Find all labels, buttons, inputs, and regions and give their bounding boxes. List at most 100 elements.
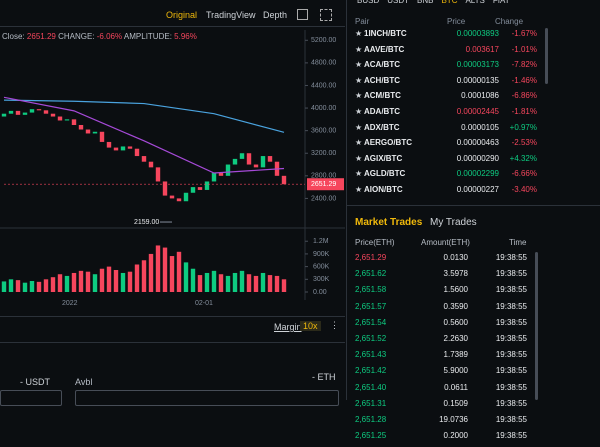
trade-amount: 5.9000 [443,366,468,376]
trade-time: 19:38:55 [495,285,527,295]
candle [43,110,49,114]
margin-label[interactable]: Margin [274,322,302,332]
pair-row[interactable]: ★ ACA/BTC 0.00003173 -7.82% [352,60,547,76]
pair-name: ACH/BTC [364,75,400,85]
header-time: Time [509,238,527,247]
pair-row[interactable]: ★ AAVE/BTC 0.003617 -1.01% [352,45,547,61]
moving-average [3,99,285,133]
volume-bar [64,275,70,292]
candle [197,187,203,190]
candle [190,187,196,193]
divider [0,342,345,343]
trade-time: 19:38:55 [495,301,527,311]
market-tab[interactable]: BTC [441,0,458,5]
price-input[interactable] [75,390,339,406]
pair-change: -3.40% [511,185,537,194]
tab-original[interactable]: Original [166,10,198,20]
candle [183,192,189,202]
volume-bar [183,262,189,292]
pair-name: AGIX/BTC [364,153,403,163]
trade-amount: 0.3590 [443,301,468,311]
trade-price: 2,651.31 [355,398,387,408]
trade-price: 2,651.57 [355,301,387,311]
market-tab[interactable]: FIAT [492,0,510,5]
trade-row: 2,651.42 5.9000 19:38:55 [352,366,537,382]
pair-price: 0.0000105 [461,122,499,132]
trade-time: 19:38:55 [495,415,527,424]
trade-row: 2,651.29 0.0130 19:38:55 [352,253,537,269]
y-tick-label: 5200.00 [311,37,336,44]
pair-row[interactable]: ★ ACH/BTC 0.00000135 -1.46% [352,76,547,92]
tab-my-trades[interactable]: My Trades [430,217,477,228]
candle [57,116,63,121]
pair-row[interactable]: ★ ADA/BTC 0.00002445 -1.81% [352,107,547,123]
y-tick-label: 4000.00 [311,105,336,112]
trade-row: 2,651.31 0.1509 19:38:55 [352,399,537,415]
favorite-star: ★ [355,185,363,194]
amount-input[interactable] [0,390,62,406]
y-tick-label: 2400.00 [311,195,336,202]
favorite-star: ★ [355,91,363,101]
tab-tradingview[interactable]: TradingView [206,10,256,20]
pair-change: -1.01% [511,44,537,54]
trade-row: 2,651.57 0.3590 19:38:55 [352,302,537,318]
candle [211,173,217,182]
candle [29,109,35,113]
pair-row[interactable]: ★ AERGO/BTC 0.00000463 -2.53% [352,138,547,154]
trade-time: 19:38:55 [495,431,527,441]
volume-bar [274,275,280,292]
fullscreen-icon[interactable] [297,9,308,20]
trade-row: 2,651.58 1.5600 19:38:55 [352,285,537,301]
trade-amount: 2.2630 [443,334,468,343]
market-tab[interactable]: BUSD [357,0,380,5]
y-tick-label: 3600.00 [311,127,336,134]
candle [113,147,119,151]
pair-row[interactable]: ★ AGLD/BTC 0.00002299 -6.66% [352,169,547,185]
more-icon[interactable]: ⋮ [330,320,339,330]
pair-name: 1INCH/BTC [364,29,407,38]
tab-depth[interactable]: Depth [263,10,288,20]
pair-row[interactable]: ★ ADX/BTC 0.0000105 +0.97% [352,123,547,139]
amplitude-value: 5.96% [174,32,197,41]
volume-bar [22,282,28,292]
candle [15,110,21,115]
pair-list: ★ 1INCH/BTC 0.00003893 -1.67% ★ AAVE/BTC 0.003… [352,29,547,199]
pair-change: +0.97% [509,122,537,132]
candle [239,153,245,159]
pair-row[interactable]: ★ ACM/BTC 0.0001086 -6.86% [352,91,547,107]
y-tick-label: 3200.00 [311,150,336,157]
pair-row[interactable]: ★ AGIX/BTC 0.00000290 +4.32% [352,154,547,170]
candle [141,156,147,162]
moving-average [3,96,285,174]
pair-price: 0.00000135 [456,75,499,85]
candle [281,175,287,185]
volume-bar [78,270,84,292]
x-label: 02-01 [195,300,213,307]
market-tab[interactable]: BNB [417,0,434,5]
trade-time: 19:38:55 [495,253,527,262]
pair-change: +4.32% [509,153,537,163]
divider [0,316,345,317]
pair-price: 0.00002299 [456,169,499,179]
low-label: 2159.00 [134,219,159,226]
volume-bar [176,251,182,292]
leverage[interactable]: 10x [300,321,321,331]
pair-change: -6.66% [511,169,537,179]
candle [106,141,112,148]
y-tick-label: 600K [313,263,330,270]
favorite-star: ★ [355,138,363,148]
buy-unit: - USDT [20,377,50,387]
grid-icon[interactable] [320,9,332,21]
trade-row: 2,651.25 0.2000 19:38:55 [352,431,537,447]
market-tab[interactable]: USDT [387,0,410,5]
tab-market-trades[interactable]: Market Trades [355,217,423,228]
candle [246,153,252,165]
candle [225,164,231,176]
pair-row[interactable]: ★ AION/BTC 0.00000227 -3.40% [352,185,547,201]
pair-row[interactable]: ★ 1INCH/BTC 0.00003893 -1.67% [352,29,547,45]
market-tab[interactable]: ALTS [465,0,485,5]
volume-bar [155,245,161,292]
y-tick-label: 4800.00 [311,60,336,67]
candle [50,113,56,117]
